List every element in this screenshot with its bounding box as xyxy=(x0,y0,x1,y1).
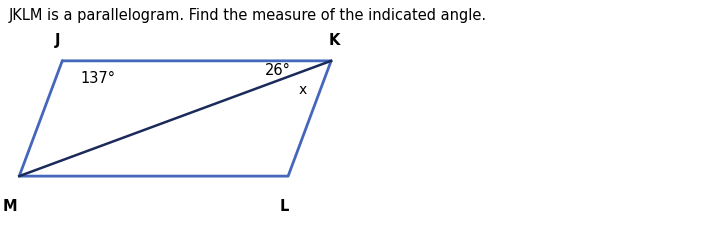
Text: L: L xyxy=(280,199,289,214)
Text: K: K xyxy=(329,33,340,48)
Text: J: J xyxy=(55,33,60,48)
Text: 26°: 26° xyxy=(265,63,290,78)
Text: x: x xyxy=(298,83,306,97)
Text: JKLM is a parallelogram. Find the measure of the indicated angle.: JKLM is a parallelogram. Find the measur… xyxy=(9,8,487,23)
Text: 137°: 137° xyxy=(81,71,116,86)
Text: M: M xyxy=(3,199,17,214)
